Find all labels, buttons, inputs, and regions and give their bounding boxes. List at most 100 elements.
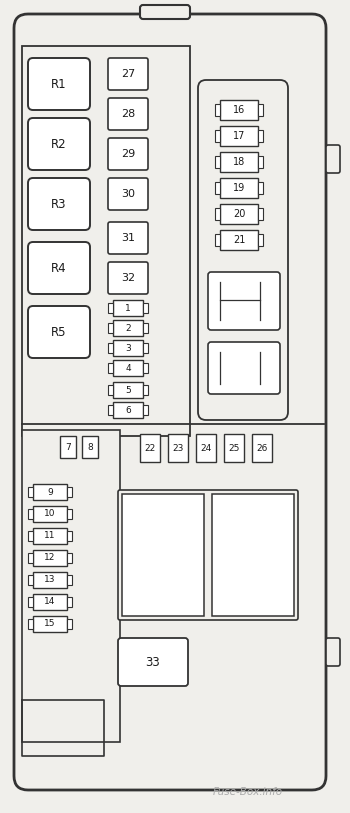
Bar [28, 531, 33, 541]
Text: 14: 14 [44, 598, 56, 606]
Bar [215, 208, 220, 220]
Text: 30: 30 [121, 189, 135, 199]
Bar [258, 156, 263, 168]
Bar [258, 208, 263, 220]
FancyBboxPatch shape [108, 178, 148, 210]
FancyBboxPatch shape [108, 58, 148, 90]
Text: 16: 16 [233, 105, 245, 115]
Bar [108, 343, 113, 353]
Text: 20: 20 [233, 209, 245, 219]
Bar [113, 300, 143, 316]
Text: 29: 29 [121, 149, 135, 159]
Bar [28, 509, 33, 519]
Bar [33, 528, 67, 544]
Bar [33, 572, 67, 588]
Bar [67, 553, 72, 563]
Bar [28, 597, 33, 607]
Bar [252, 434, 272, 462]
Bar [33, 484, 67, 500]
Text: 9: 9 [47, 488, 53, 497]
Bar [82, 436, 98, 458]
Text: 1: 1 [125, 303, 131, 312]
Text: R2: R2 [51, 137, 67, 150]
Bar [67, 619, 72, 629]
Bar [33, 594, 67, 610]
Bar [28, 553, 33, 563]
Text: 15: 15 [44, 620, 56, 628]
Text: 25: 25 [228, 444, 240, 453]
Text: 11: 11 [44, 532, 56, 541]
Bar [28, 487, 33, 497]
Bar [143, 385, 148, 395]
FancyBboxPatch shape [28, 178, 90, 230]
Bar [220, 126, 258, 146]
Bar [215, 104, 220, 116]
Bar [143, 323, 148, 333]
Bar [108, 303, 113, 313]
Bar [258, 104, 263, 116]
FancyBboxPatch shape [28, 306, 90, 358]
FancyBboxPatch shape [28, 242, 90, 294]
Bar [33, 506, 67, 522]
FancyBboxPatch shape [108, 98, 148, 130]
Text: 26: 26 [256, 444, 268, 453]
Bar [33, 550, 67, 566]
Bar [122, 494, 204, 616]
Bar [220, 230, 258, 250]
Bar [143, 405, 148, 415]
Bar [143, 363, 148, 373]
Bar [220, 178, 258, 198]
Text: 31: 31 [121, 233, 135, 243]
Bar [215, 130, 220, 142]
FancyBboxPatch shape [108, 222, 148, 254]
FancyBboxPatch shape [118, 490, 298, 620]
FancyBboxPatch shape [326, 145, 340, 173]
Text: 32: 32 [121, 273, 135, 283]
Bar [28, 575, 33, 585]
Text: 2: 2 [125, 324, 131, 333]
Text: 21: 21 [233, 235, 245, 245]
Text: 4: 4 [125, 363, 131, 372]
Bar [28, 619, 33, 629]
Text: 22: 22 [144, 444, 156, 453]
FancyBboxPatch shape [14, 14, 326, 790]
Bar [67, 509, 72, 519]
Bar [60, 436, 76, 458]
Text: 23: 23 [172, 444, 184, 453]
Bar [108, 323, 113, 333]
Bar [113, 320, 143, 336]
FancyBboxPatch shape [198, 80, 288, 420]
FancyBboxPatch shape [326, 638, 340, 666]
Bar [67, 597, 72, 607]
Text: 28: 28 [121, 109, 135, 119]
FancyBboxPatch shape [108, 138, 148, 170]
FancyBboxPatch shape [28, 118, 90, 170]
Bar [215, 234, 220, 246]
Text: 19: 19 [233, 183, 245, 193]
Bar [67, 487, 72, 497]
Text: R5: R5 [51, 325, 67, 338]
Text: 18: 18 [233, 157, 245, 167]
Text: R1: R1 [51, 77, 67, 90]
Bar [215, 156, 220, 168]
Bar [108, 363, 113, 373]
Text: 33: 33 [146, 655, 160, 668]
Text: 6: 6 [125, 406, 131, 415]
Bar [140, 434, 160, 462]
FancyBboxPatch shape [108, 262, 148, 294]
Bar [113, 340, 143, 356]
Text: 8: 8 [87, 442, 93, 451]
Bar [143, 303, 148, 313]
Text: 13: 13 [44, 576, 56, 585]
Bar [22, 430, 120, 742]
Bar [22, 46, 190, 436]
Text: 10: 10 [44, 510, 56, 519]
Bar [113, 360, 143, 376]
Bar [113, 402, 143, 418]
Bar [224, 434, 244, 462]
Bar [67, 531, 72, 541]
Bar [258, 130, 263, 142]
Bar [108, 385, 113, 395]
Bar [113, 382, 143, 398]
Text: 17: 17 [233, 131, 245, 141]
